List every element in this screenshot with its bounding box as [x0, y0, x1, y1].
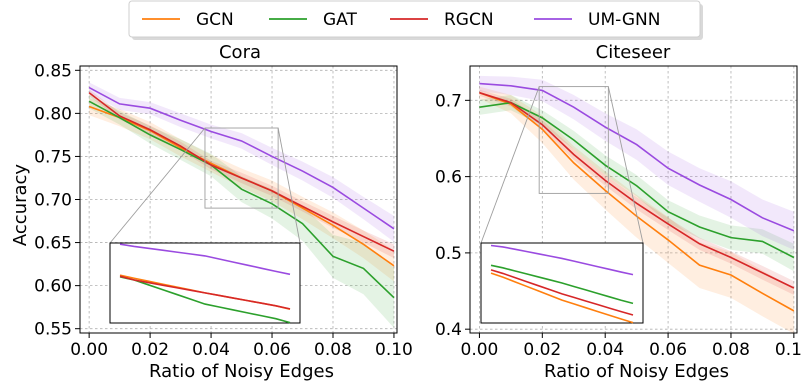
line-um-gnn: [88, 86, 395, 230]
confidence-bands: [479, 75, 794, 334]
x-tick-label: 0.04: [586, 340, 624, 360]
x-tick-label: 0.02: [523, 340, 561, 360]
panel-title-cora: Cora: [219, 42, 261, 63]
x-tick-label: 0.08: [712, 340, 750, 360]
y-axis-title: Accuracy: [10, 164, 31, 247]
line-rgcn: [479, 91, 795, 289]
y-tick-label: 0.70: [34, 191, 72, 211]
x-tick-label: 0.06: [253, 340, 291, 360]
x-tick-label: 0.00: [70, 340, 108, 360]
zoom-region: [204, 127, 279, 209]
legend-label-gat: GAT: [323, 10, 357, 30]
band-um-gnn: [89, 82, 394, 242]
y-tick-label: 0.65: [34, 234, 72, 254]
band-rgcn: [479, 89, 794, 295]
y-tick-label: 0.85: [34, 61, 72, 81]
line-um-gnn: [479, 82, 795, 232]
y-tick-label: 0.7: [435, 91, 462, 111]
y-tick-label: 0.55: [34, 320, 72, 340]
x-axis-title-citeseer: Ratio of Noisy Edges: [544, 361, 729, 382]
x-tick-label: 0.06: [649, 340, 687, 360]
panel-title-citeseer: Citeseer: [596, 42, 671, 63]
legend-entry-gat: GAT: [269, 10, 357, 30]
band-rgcn: [89, 89, 394, 259]
x-tick-label: 0.04: [192, 340, 230, 360]
legend-entry-um-gnn: UM-GNN: [534, 10, 660, 30]
zoom-connector: [277, 127, 301, 244]
legend-label-rgcn: RGCN: [444, 10, 494, 30]
series-lines: [88, 86, 395, 299]
legend-label-um-gnn: UM-GNN: [588, 10, 660, 30]
band-gcn: [89, 97, 394, 282]
inset-line-rgcn: [490, 269, 634, 316]
inset-line-gat: [119, 276, 291, 324]
inset-zoom: [109, 242, 301, 324]
inset-frame: [109, 242, 301, 324]
x-tick-label: 0.02: [131, 340, 169, 360]
legend-entry-rgcn: RGCN: [390, 10, 494, 30]
panel-citeseer: Citeseer 0.4 0.5 0.6 0.7 0.00 0.02 0.04 0.06 0.08…: [435, 42, 803, 382]
y-tick-label: 0.5: [435, 244, 462, 264]
zoom-connector: [480, 86, 540, 244]
zoom-connector: [607, 86, 644, 244]
line-gat: [88, 100, 395, 299]
inset-line-gcn: [490, 272, 634, 324]
band-um-gnn: [479, 75, 794, 250]
zoom-region: [538, 86, 609, 194]
line-rgcn: [88, 92, 395, 252]
legend-label-gcn: GCN: [196, 10, 234, 30]
inset-zoom: [480, 242, 644, 324]
y-tick-label: 0.80: [34, 104, 72, 124]
axes-frame: [79, 65, 398, 334]
x-axis-title-cora: Ratio of Noisy Edges: [149, 361, 334, 382]
inset-line-um-gnn: [119, 243, 291, 276]
band-gat: [479, 94, 794, 272]
y-tick-label: 0.75: [34, 147, 72, 167]
y-tick-label: 0.4: [435, 320, 462, 340]
legend-entry-gcn: GCN: [142, 10, 234, 30]
axes-frame: [469, 65, 798, 334]
zoom-connector: [109, 127, 206, 244]
line-gat: [479, 101, 795, 259]
legend: GCN GAT RGCN UM-GNN: [128, 0, 703, 40]
y-tick-label: 0.60: [34, 277, 72, 297]
x-tick-label: 0.10: [375, 340, 413, 360]
inset-line-rgcn: [119, 275, 291, 310]
y-tick-label: 0.6: [435, 168, 462, 188]
inset-line-um-gnn: [490, 244, 634, 276]
inset-line-gat: [490, 264, 634, 305]
x-tick-label: 0.10: [775, 340, 803, 360]
x-tick-label: 0.00: [461, 340, 499, 360]
panel-cora: Cora 0.55 0.60 0.65 0.70 0.75 0.80 0.85 0.00 0.02…: [34, 42, 413, 382]
band-gcn: [479, 86, 794, 334]
x-tick-label: 0.08: [314, 340, 352, 360]
